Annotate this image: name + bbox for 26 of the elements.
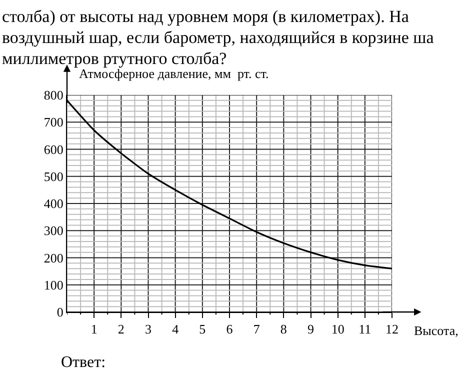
- x-tick-label: 3: [145, 322, 152, 337]
- x-tick-label: 10: [331, 322, 344, 337]
- x-tick-label: 8: [280, 322, 287, 337]
- y-tick-label: 400: [44, 196, 64, 212]
- x-tick-label: 4: [172, 322, 180, 337]
- text: столба) от высоты над уровнем моря (в километрах). На: [2, 7, 410, 26]
- x-tick-label: 1: [90, 322, 98, 337]
- text: миллиметров ртутного столба?: [2, 49, 227, 68]
- x-tick-label: 12: [386, 322, 398, 337]
- y-tick-label: 0: [56, 304, 64, 320]
- x-tick-label: 11: [358, 322, 372, 337]
- text: воздушный шар, если барометр, находящийся в корзине ша: [2, 28, 434, 47]
- y-tick-label: 800: [44, 88, 64, 103]
- x-tick-label: 7: [253, 322, 260, 337]
- text: Ответ:: [61, 354, 106, 371]
- y-tick-label: 300: [44, 223, 64, 238]
- y-tick-label: 700: [44, 114, 64, 130]
- y-tick-label: 100: [44, 277, 64, 292]
- y-tick-label: 500: [44, 168, 64, 184]
- x-tick-label: 6: [226, 322, 234, 337]
- y-tick-label: 200: [44, 250, 64, 266]
- y-tick-label: 600: [44, 142, 64, 157]
- x-tick-label: 9: [308, 322, 314, 337]
- x-tick-label: 2: [118, 322, 124, 337]
- x-tick-label: 5: [199, 322, 206, 337]
- x-axis-title: Высота,: [414, 323, 458, 338]
